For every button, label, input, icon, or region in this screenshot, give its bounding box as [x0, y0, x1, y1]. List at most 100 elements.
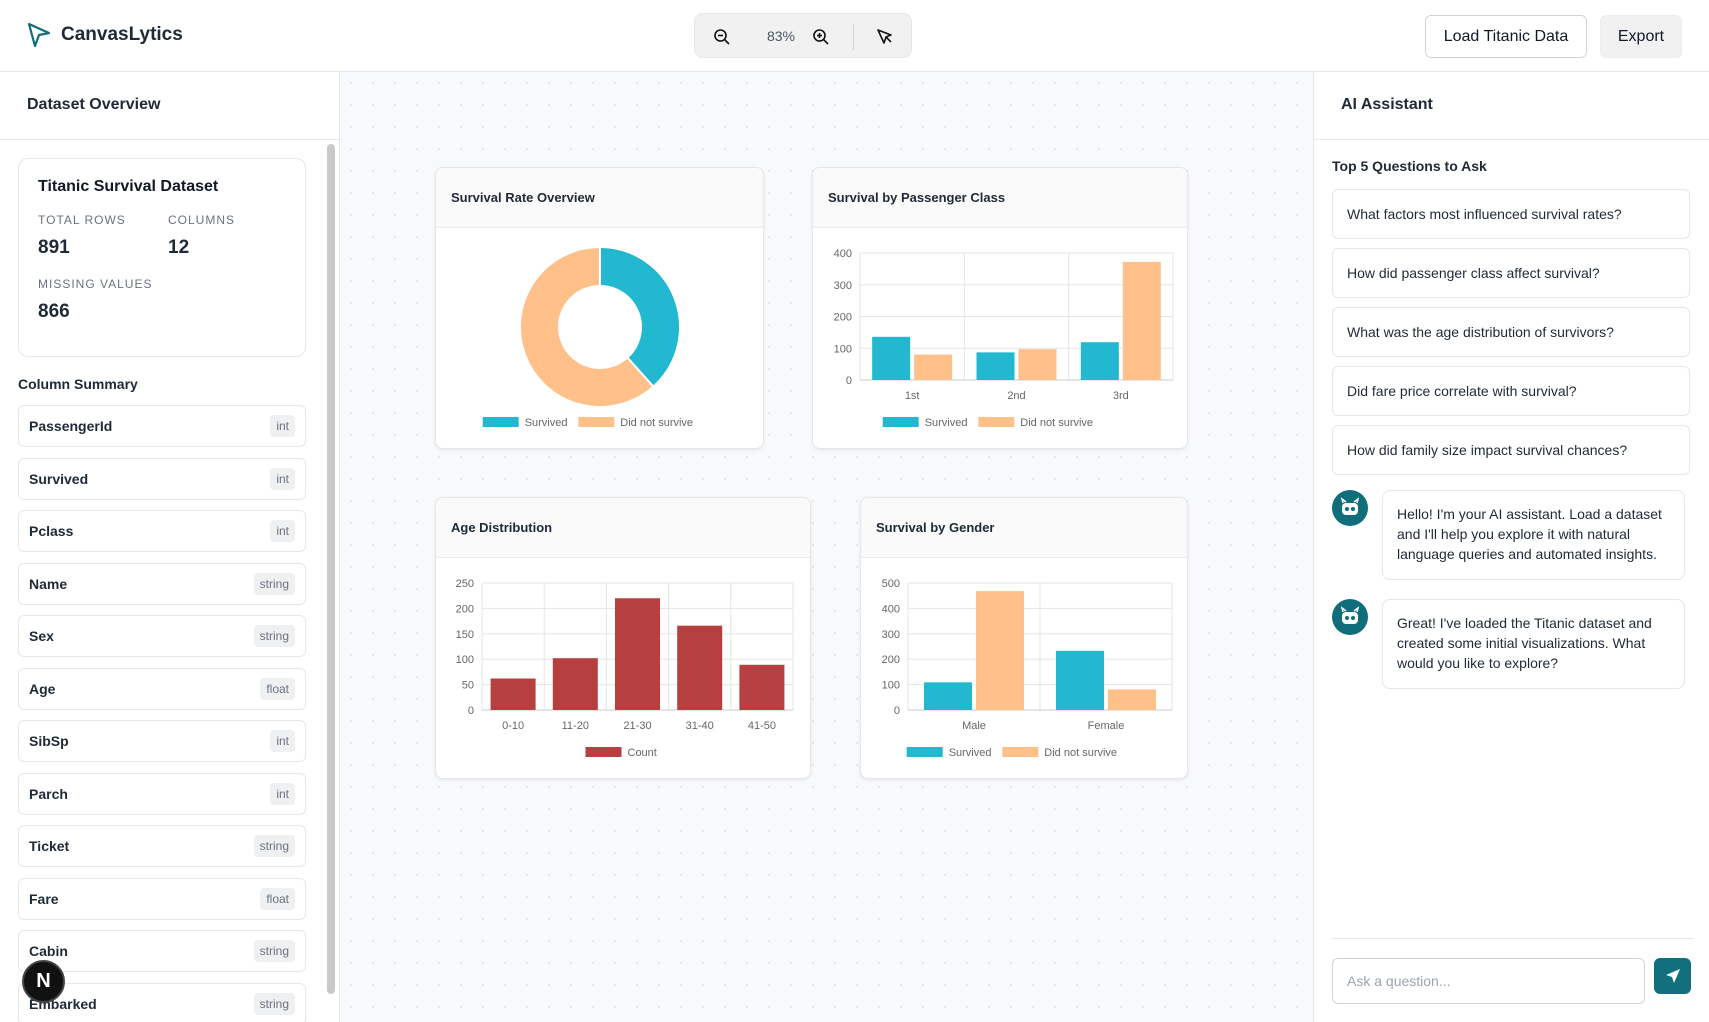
column-summary-title: Column Summary: [18, 376, 138, 392]
bar: [1080, 342, 1119, 380]
send-icon: [1665, 969, 1680, 983]
x-tick-label: 1st: [905, 390, 920, 402]
column-row[interactable]: Pclass int: [18, 510, 306, 552]
column-row[interactable]: Embarked string: [18, 982, 306, 1022]
legend-swatch: [978, 417, 1015, 427]
sidebar-title: Dataset Overview: [0, 72, 339, 140]
chart-card-age-distribution[interactable]: Age Distribution 0 50 100 150 200 250 0-10 11-2…: [435, 497, 811, 779]
column-name: Cabin: [29, 943, 68, 959]
suggested-question[interactable]: How did family size impact survival chan…: [1332, 425, 1690, 475]
bar: [924, 682, 972, 710]
y-tick-label: 0: [894, 705, 900, 717]
survival-rate-chart: Survived Did not survive: [482, 245, 693, 429]
y-tick-label: 200: [456, 603, 474, 615]
legend-label: Did not survive: [620, 417, 693, 429]
legend-label: Did not survive: [1020, 417, 1093, 429]
column-row[interactable]: Sex string: [18, 615, 306, 657]
column-row[interactable]: Cabin string: [18, 930, 306, 972]
bar: [1056, 650, 1104, 710]
bar: [552, 658, 598, 710]
ask-question-input[interactable]: [1332, 958, 1645, 1004]
column-type-badge: string: [253, 992, 295, 1015]
chart-canvas[interactable]: Survival Rate Overview Survived Did not s…: [340, 72, 1313, 1022]
y-tick-label: 100: [834, 343, 852, 355]
chart-card-gender[interactable]: Survival by Gender 0 100 200 300 400 500 Male F…: [860, 497, 1188, 779]
column-row[interactable]: SibSp int: [18, 720, 306, 762]
dataset-sidebar: Dataset Overview Titanic Survival Datase…: [0, 72, 340, 1022]
suggested-question[interactable]: How did passenger class affect survival?: [1332, 248, 1690, 298]
column-type-badge: string: [253, 835, 295, 857]
zoom-toolbar: 83%: [694, 13, 912, 58]
bar: [615, 598, 660, 710]
age-distribution-chart: 0 50 100 150 200 250 0-10 11-20 21-30 31-40 41-50 C…: [456, 578, 794, 759]
sidebar-scroll-thumb[interactable]: [327, 144, 335, 994]
logo-icon: [27, 22, 51, 48]
y-tick-label: 400: [834, 248, 852, 260]
suggested-question[interactable]: What factors most influenced survival ra…: [1332, 189, 1690, 239]
column-type-badge: int: [270, 415, 295, 437]
toolbar-divider: [853, 24, 854, 50]
legend-label: Count: [628, 747, 657, 759]
zoom-out-button[interactable]: [708, 23, 736, 51]
column-row[interactable]: Survived int: [18, 457, 306, 500]
top-bar: CanvasLytics 83% Load Titanic Data Expor…: [0, 0, 1709, 72]
column-type-badge: int: [270, 782, 295, 805]
assistant-avatar: [1332, 599, 1368, 635]
legend-label: Survived: [525, 417, 568, 429]
assistant-message: Great! I've loaded the Titanic dataset a…: [1382, 599, 1685, 689]
chart-card-survival-rate[interactable]: Survival Rate Overview Survived Did not s…: [435, 167, 764, 449]
assistant-title: AI Assistant: [1314, 72, 1709, 140]
send-button[interactable]: [1654, 958, 1691, 994]
column-name: SibSp: [29, 733, 69, 749]
column-row[interactable]: Ticket string: [18, 825, 306, 867]
column-row[interactable]: PassengerId int: [18, 405, 306, 447]
export-button[interactable]: Export: [1600, 15, 1682, 58]
suggested-question[interactable]: Did fare price correlate with survival?: [1332, 366, 1690, 416]
column-name: Age: [29, 680, 56, 697]
bar: [914, 354, 953, 380]
chart-title: Survival by Passenger Class: [813, 168, 1187, 228]
select-tool-button[interactable]: [871, 23, 899, 51]
legend-swatch: [1002, 747, 1039, 757]
y-tick-label: 100: [456, 654, 474, 666]
column-name: Name: [29, 575, 68, 592]
chart-title: Survival by Gender: [861, 498, 1187, 558]
column-row[interactable]: Name string: [18, 562, 306, 605]
zoom-level: 83%: [766, 28, 796, 44]
assistant-message: Hello! I'm your AI assistant. Load a dat…: [1382, 490, 1685, 580]
y-tick-label: 300: [882, 629, 900, 641]
bar: [677, 625, 723, 710]
y-tick-label: 150: [456, 629, 474, 641]
robot-icon: [1340, 497, 1360, 515]
column-name: Sex: [29, 628, 54, 644]
dataset-name: Titanic Survival Dataset: [38, 178, 219, 195]
column-type-badge: int: [270, 467, 295, 490]
y-tick-label: 200: [882, 654, 900, 666]
y-tick-label: 500: [882, 578, 900, 590]
bar: [976, 591, 1024, 710]
dev-badge[interactable]: N: [22, 960, 65, 1003]
legend-label: Did not survive: [1044, 747, 1117, 759]
app-title: CanvasLytics: [61, 24, 183, 45]
load-titanic-data-button[interactable]: Load Titanic Data: [1425, 15, 1587, 58]
legend-swatch: [882, 417, 919, 427]
y-tick-label: 300: [834, 280, 852, 292]
legend-swatch: [482, 417, 519, 427]
bar: [490, 678, 536, 710]
suggested-question[interactable]: What was the age distribution of survivo…: [1332, 307, 1690, 357]
column-row[interactable]: Parch int: [18, 772, 306, 815]
column-row[interactable]: Fare float: [18, 877, 306, 920]
total-rows-value: 891: [38, 237, 70, 258]
bar: [739, 664, 785, 710]
y-tick-label: 400: [882, 603, 900, 615]
column-type-badge: int: [270, 520, 295, 542]
x-tick-label: 3rd: [1113, 390, 1129, 402]
chart-title: Age Distribution: [436, 498, 810, 558]
legend-swatch: [585, 747, 622, 757]
column-row[interactable]: Age float: [18, 667, 306, 710]
zoom-in-button[interactable]: [807, 23, 835, 51]
column-type-badge: int: [270, 730, 295, 752]
chart-card-passenger-class[interactable]: Survival by Passenger Class 0 100 200 300 40…: [812, 167, 1188, 449]
x-tick-label: 41-50: [748, 720, 776, 732]
column-name: Pclass: [29, 523, 74, 539]
